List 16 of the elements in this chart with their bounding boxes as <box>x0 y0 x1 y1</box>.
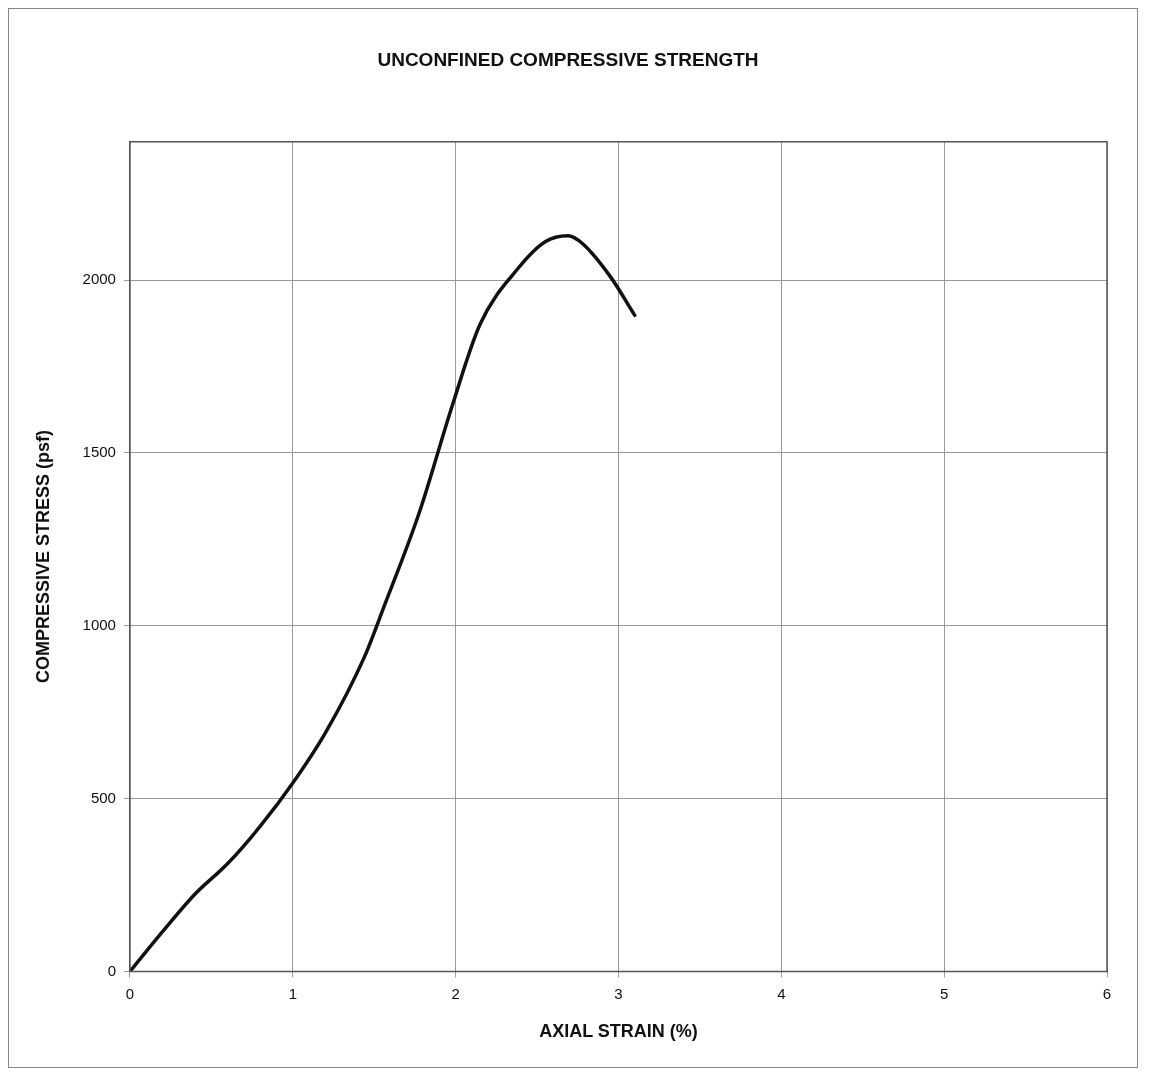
x-tick-label: 0 <box>125 984 135 1002</box>
x-tick-label: 3 <box>614 984 623 1002</box>
y-tick-label: 0 <box>107 961 116 979</box>
x-tick-label: 4 <box>777 984 786 1002</box>
y-tick-label: 2000 <box>82 270 116 288</box>
x-tick-label: 2 <box>451 984 460 1002</box>
x-tick-label: 1 <box>288 984 297 1002</box>
x-tick-label: 5 <box>939 984 949 1002</box>
chart-title: UNCONFINED COMPRESSIVE STRENGTH <box>377 48 759 70</box>
x-tick-label: 6 <box>1102 984 1112 1002</box>
line-series <box>129 234 637 972</box>
y-tick-label: 1000 <box>82 615 116 633</box>
y-tick-label: 1500 <box>82 443 116 461</box>
y-axis-title: COMPRESSIVE STRESS (psf) <box>32 430 53 684</box>
y-tick-label: 500 <box>90 788 116 806</box>
x-axis-title: AXIAL STRAIN (%) <box>539 1021 698 1042</box>
